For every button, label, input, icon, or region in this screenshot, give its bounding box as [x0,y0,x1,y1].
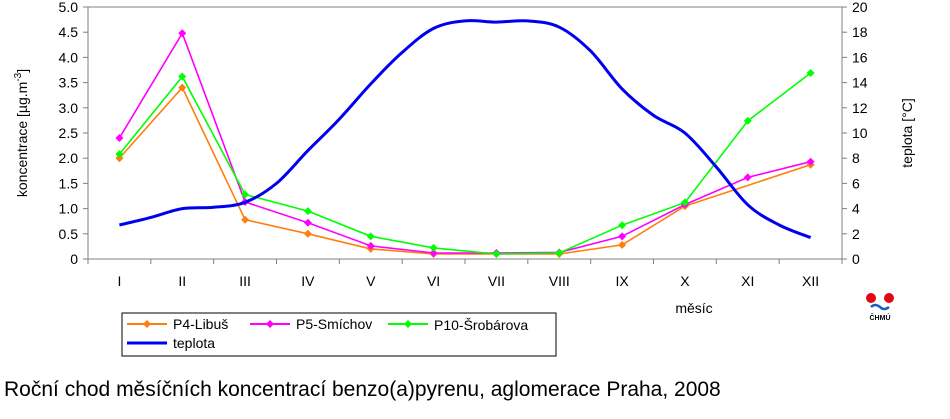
plot-area [87,6,843,260]
y-tick-label: 4.0 [59,49,79,65]
data-point-p10-rob-rova [680,198,689,207]
legend-label-p5: P5-Smíchov [296,316,372,332]
data-point-p10-rob-rova [806,69,815,78]
legend-item-p4: P4-Libuš [127,316,228,332]
data-point-p4-libu- [303,229,312,238]
y-tick-label: 2.0 [59,150,79,166]
logo-red-dot-left [866,293,876,303]
y2-tick-label: 18 [852,24,868,40]
legend: P4-Libuš P5-Smíchov P10-Šrobárova teplot… [121,312,557,357]
x-tick-label: III [239,273,251,289]
data-point-p10-rob-rova [115,150,124,159]
y2-tick-label: 2 [852,226,860,242]
data-point-p5-sm-chov [115,134,124,143]
y2-tick-label: 10 [852,125,868,141]
x-tick-label: VIII [549,273,570,289]
x-tick-label: V [366,273,376,289]
y2-tick-label: 6 [852,175,860,191]
y-tick-label: 4.5 [59,24,79,40]
data-point-p10-rob-rova [492,249,501,258]
legend-label-teplota: teplota [173,335,215,351]
data-point-p5-sm-chov [366,241,375,250]
y-tick-label: 2.5 [59,125,79,141]
data-point-p10-rob-rova [618,221,627,230]
x-tick-label: II [178,273,186,289]
x-tick-label: VI [427,273,440,289]
legend-item-p5: P5-Smíchov [250,316,372,332]
data-point-p4-libu- [241,215,250,224]
legend-marker-p5 [266,320,274,328]
x-tick-label: I [117,273,121,289]
y-axis-label: koncentrace [µg.m-3] [13,69,30,197]
logo-red-dot-right [884,293,894,303]
x-tick-label: XII [802,273,819,289]
y-tick-label: 3.0 [59,100,79,116]
y-tick-label: 5.0 [59,0,79,15]
legend-item-teplota: teplota [127,335,215,351]
legend-box [121,312,557,357]
data-point-p10-rob-rova [303,207,312,216]
x-tick-label: XI [741,273,754,289]
y2-tick-label: 14 [852,75,868,91]
figure-caption: Roční chod měsíčních koncentrací benzo(a… [4,378,721,401]
y-axis-label-main: koncentrace [µg.m [14,82,30,197]
right-axis-ticks: 0 2 4 6 8 10 12 14 16 18 20 [842,0,868,267]
y-tick-label: 0.5 [59,226,79,242]
y-axis-label-end: ] [14,69,30,73]
series-line-teplota [119,19,812,239]
y-tick-label: 1.0 [59,201,79,217]
data-point-p10-rob-rova [743,116,752,125]
legend-label-p4: P4-Libuš [173,316,228,332]
logo-text: ČHMÚ [870,313,891,322]
series-line-p10-rob-rova [118,72,812,255]
data-point-p10-rob-rova [366,232,375,241]
x-axis-label: měsíc [675,300,712,316]
data-point-p5-sm-chov [618,232,627,241]
data-point-p5-sm-chov [743,173,752,182]
data-point-p5-sm-chov [429,248,438,257]
data-point-p5-sm-chov [303,218,312,227]
y-tick-label: 1.5 [59,175,79,191]
legend-item-p10: P10-Šrobárova [388,317,528,333]
y2-tick-label: 16 [852,49,868,65]
x-axis-ticks: I II III IV V VI VII VIII IX X XI XII [87,259,843,289]
logo-blue-wave [870,303,890,311]
x-tick-label: VII [488,273,505,289]
data-point-p4-libu- [115,154,124,163]
series-layer [115,19,815,258]
legend-marker-p10 [404,320,412,328]
y2-tick-label: 0 [852,251,860,267]
legend-marker-p4 [143,320,151,328]
y-tick-label: 3.5 [59,75,79,91]
x-tick-label: IV [301,273,315,289]
data-point-p10-rob-rova [429,243,438,252]
x-tick-label: IX [615,273,629,289]
chmu-logo: ČHMÚ [866,293,894,322]
y-tick-label: 0 [70,251,78,267]
data-point-p4-libu- [178,83,187,92]
data-point-p5-sm-chov [806,157,815,166]
data-point-p10-rob-rova [178,72,187,81]
left-axis-ticks: 0 0.5 1.0 1.5 2.0 2.5 3.0 3.5 4.0 4.5 5.0 [59,0,88,267]
y2-tick-label: 20 [852,0,868,15]
y-axis-label-sup: -3 [13,72,24,81]
y2-tick-label: 12 [852,100,868,116]
y2-axis-label: teplota [°C] [899,98,915,167]
legend-label-p10: P10-Šrobárova [434,317,528,333]
data-point-p5-sm-chov [178,29,187,38]
data-point-p4-libu- [618,240,627,249]
x-tick-label: X [680,273,690,289]
y2-tick-label: 8 [852,150,860,166]
data-point-p10-rob-rova [241,190,250,199]
data-point-p10-rob-rova [555,248,564,257]
y2-tick-label: 4 [852,201,860,217]
